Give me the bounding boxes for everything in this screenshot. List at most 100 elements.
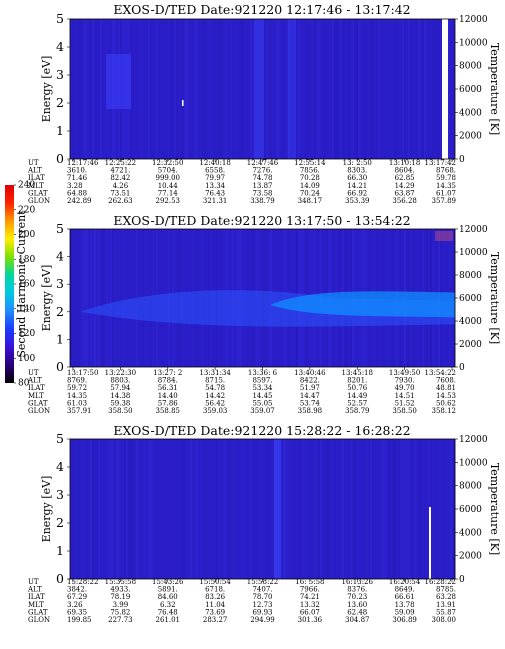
energy-tick-label: 5 xyxy=(56,431,64,446)
ephemeris-value: 308.00 xyxy=(432,616,457,624)
ephemeris-row-label: ILAT xyxy=(28,174,45,182)
ephemeris-value: 69.35 xyxy=(67,608,87,616)
energy-tick-label: 3 xyxy=(56,487,64,502)
energy-tick-label: 4 xyxy=(56,459,64,474)
ephemeris-value: 358.98 xyxy=(298,407,323,415)
ephemeris-value: 13:17:50 xyxy=(67,369,98,377)
ephemeris-value: 13:40:46 xyxy=(294,369,326,377)
temperature-tick-label: 4000 xyxy=(459,528,482,538)
ephemeris-value: 13:54:22 xyxy=(425,369,456,377)
ephemeris-value: 13:49:50 xyxy=(389,369,420,377)
energy-tick-label: 2 xyxy=(56,304,64,319)
ephemeris-value: 14.21 xyxy=(347,182,367,190)
ephemeris-row-label: GLAT xyxy=(28,399,48,407)
ephemeris-value: 4.26 xyxy=(113,182,129,190)
ephemeris-value: 16:28:22 xyxy=(425,578,456,586)
ephemeris-value: 59.72 xyxy=(67,384,87,392)
ephemeris-row-label: UT xyxy=(28,159,39,167)
ephemeris-value: 283.27 xyxy=(203,616,228,624)
ephemeris-value: 8376. xyxy=(347,586,367,594)
plasma-core xyxy=(270,291,455,318)
temperature-tick-label: 6000 xyxy=(459,294,482,304)
ephemeris-row-label: ALT xyxy=(27,167,42,175)
ephemeris-value: 13:36: 6 xyxy=(248,369,278,377)
ephemeris-value: 59.38 xyxy=(110,399,130,407)
ephemeris-value: 13:10:18 xyxy=(389,159,420,167)
ephemeris-value: 73.58 xyxy=(252,189,272,197)
ephemeris-value: 66.07 xyxy=(300,608,320,616)
ephemeris-value: 66.92 xyxy=(347,189,367,197)
vertical-band xyxy=(274,439,281,579)
ephemeris-row-label: ILAT xyxy=(28,384,45,392)
temperature-tick-label: 2000 xyxy=(459,132,482,142)
panel-title: EXOS-D/TED Date:921220 15:28:22 - 16:28:… xyxy=(113,423,410,438)
colorbar-tick-label: 200 xyxy=(18,230,35,240)
ephemeris-row-label: ALT xyxy=(27,377,42,385)
ephemeris-value: 16:13:26 xyxy=(342,578,374,586)
ephemeris-value: 14.45 xyxy=(252,392,272,400)
ephemeris-value: 16: 5:58 xyxy=(295,578,324,586)
temperature-tick-label: 6000 xyxy=(459,85,482,95)
ephemeris-value: 51.97 xyxy=(300,384,320,392)
ephemeris-value: 294.99 xyxy=(250,616,275,624)
energy-tick-label: 4 xyxy=(56,39,64,54)
ephemeris-value: 69.93 xyxy=(252,608,272,616)
ephemeris-row-label: GLAT xyxy=(28,608,48,616)
energy-tick-label: 1 xyxy=(56,123,64,138)
energy-tick-label: 2 xyxy=(56,95,64,110)
ephemeris-value: 59.09 xyxy=(395,608,415,616)
colorbar-tick-label: 220 xyxy=(18,205,35,215)
ephemeris-value: 12:32:50 xyxy=(152,159,183,167)
ephemeris-value: 15:58:22 xyxy=(247,578,278,586)
ephemeris-value: 5891. xyxy=(158,586,178,594)
ephemeris-value: 301.36 xyxy=(298,616,323,624)
ephemeris-value: 8201. xyxy=(347,377,367,385)
vertical-band xyxy=(254,19,264,159)
ephemeris-value: 8649. xyxy=(395,586,415,594)
vertical-band xyxy=(288,19,296,159)
ephemeris-value: 6.32 xyxy=(160,601,176,609)
temperature-tick-label: 10000 xyxy=(459,248,488,258)
ephemeris-value: 358.12 xyxy=(432,407,457,415)
ephemeris-value: 14.47 xyxy=(300,392,320,400)
ephemeris-value: 8784. xyxy=(158,377,178,385)
panel-3: EXOS-D/TED Date:921220 15:28:22 - 16:28:… xyxy=(27,423,501,624)
energy-tick-label: 0 xyxy=(56,151,64,166)
energy-tick-label: 5 xyxy=(56,221,64,236)
ephemeris-value: 78.70 xyxy=(252,593,272,601)
ephemeris-value: 73.69 xyxy=(205,608,225,616)
ephemeris-value: 62.85 xyxy=(395,174,415,182)
ephemeris-value: 13:45:18 xyxy=(342,369,373,377)
ephemeris-value: 359.03 xyxy=(203,407,228,415)
ephemeris-value: 55.87 xyxy=(436,608,456,616)
ephemeris-value: 304.87 xyxy=(345,616,370,624)
ephemeris-value: 8604. xyxy=(395,167,415,175)
ephemeris-value: 14.09 xyxy=(300,182,320,190)
ephemeris-value: 49.70 xyxy=(395,384,415,392)
ephemeris-value: 64.88 xyxy=(67,189,87,197)
ephemeris-value: 14.29 xyxy=(395,182,415,190)
temperature-tick-label: 10000 xyxy=(459,458,488,468)
ephemeris-value: 51.52 xyxy=(395,399,415,407)
ephemeris-value: 53.34 xyxy=(252,384,273,392)
ephemeris-value: 52.57 xyxy=(347,399,367,407)
ephemeris-value: 321.31 xyxy=(203,197,228,205)
ephemeris-value: 8303. xyxy=(347,167,367,175)
ephemeris-row-label: GLON xyxy=(28,197,50,205)
ephemeris-value: 5704. xyxy=(158,167,178,175)
ephemeris-value: 14.40 xyxy=(158,392,178,400)
temperature-tick-label: 4000 xyxy=(459,317,482,327)
temperature-axis-label: Temperature [K] xyxy=(488,43,501,135)
temperature-tick-label: 0 xyxy=(459,575,465,585)
ephemeris-value: 53.74 xyxy=(300,399,321,407)
ephemeris-value: 67.29 xyxy=(67,593,87,601)
ephemeris-value: 358.85 xyxy=(156,407,181,415)
ephemeris-row-label: ILAT xyxy=(28,593,45,601)
ephemeris-value: 4933. xyxy=(110,586,130,594)
ephemeris-table: UT 15:28:22 15:35:58 15:43:26 15:50:54 15:58:… xyxy=(27,578,456,624)
ephemeris-value: 14.49 xyxy=(347,392,367,400)
temperature-tick-label: 4000 xyxy=(459,108,482,118)
ephemeris-value: 262.63 xyxy=(108,197,133,205)
temperature-tick-label: 2000 xyxy=(459,340,482,350)
heatmap-area xyxy=(70,439,455,579)
